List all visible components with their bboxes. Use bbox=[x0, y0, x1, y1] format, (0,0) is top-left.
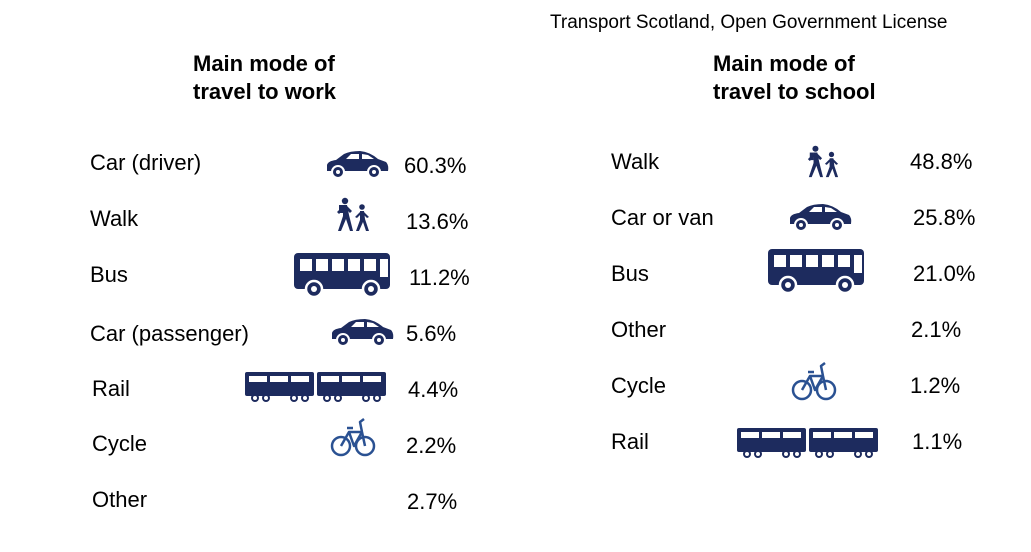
school-row-value: 21.0% bbox=[913, 261, 976, 286]
school-row-value: 48.8% bbox=[910, 149, 973, 174]
work-row-label: Cycle bbox=[92, 431, 148, 456]
work-chart-title: Main mode of travel to work bbox=[193, 50, 336, 106]
walkers-icon bbox=[804, 145, 842, 179]
bicycle-icon bbox=[330, 416, 376, 458]
school-chart-title: Main mode of travel to school bbox=[713, 50, 876, 106]
work-row-label: Car (driver) bbox=[90, 150, 202, 175]
work-row-label: Walk bbox=[90, 206, 139, 231]
car-icon bbox=[329, 317, 395, 347]
source-credit: Transport Scotland, Open Government Lice… bbox=[550, 12, 948, 33]
school-title-line-2: travel to school bbox=[713, 79, 876, 104]
school-row-label: Rail bbox=[611, 429, 649, 454]
work-row-label: Bus bbox=[90, 262, 128, 287]
school-title-line-1: Main mode of bbox=[713, 51, 855, 76]
school-row-value: 25.8% bbox=[913, 205, 976, 230]
car-icon bbox=[324, 149, 390, 179]
bus-icon bbox=[293, 252, 393, 298]
work-row-value: 5.6% bbox=[406, 321, 457, 346]
work-title-line-2: travel to work bbox=[193, 79, 337, 104]
work-row-value: 13.6% bbox=[406, 209, 469, 234]
work-row-label: Other bbox=[92, 487, 148, 512]
work-row-label: Rail bbox=[92, 376, 130, 401]
work-row-value: 11.2% bbox=[409, 265, 470, 290]
school-row-label: Cycle bbox=[611, 373, 667, 398]
work-title-line-1: Main mode of bbox=[193, 51, 335, 76]
walkers-icon bbox=[333, 197, 373, 233]
school-row-label: Walk bbox=[611, 149, 660, 174]
school-row-value: 2.1% bbox=[911, 317, 962, 342]
school-row-value: 1.1% bbox=[912, 429, 963, 454]
school-row-label: Bus bbox=[611, 261, 649, 286]
bicycle-icon bbox=[791, 360, 837, 402]
work-row-value: 2.2% bbox=[406, 433, 457, 458]
train-icon bbox=[736, 426, 880, 460]
school-row-label: Other bbox=[611, 317, 667, 342]
school-row-label: Car or van bbox=[611, 205, 714, 230]
bus-icon bbox=[767, 248, 867, 294]
train-icon bbox=[244, 370, 388, 404]
car-icon bbox=[787, 202, 853, 232]
work-row-value: 4.4% bbox=[408, 377, 459, 402]
work-row-label: Car (passenger) bbox=[90, 321, 249, 346]
school-row-value: 1.2% bbox=[910, 373, 961, 398]
work-row-value: 2.7% bbox=[407, 489, 458, 514]
work-row-value: 60.3% bbox=[404, 153, 467, 178]
